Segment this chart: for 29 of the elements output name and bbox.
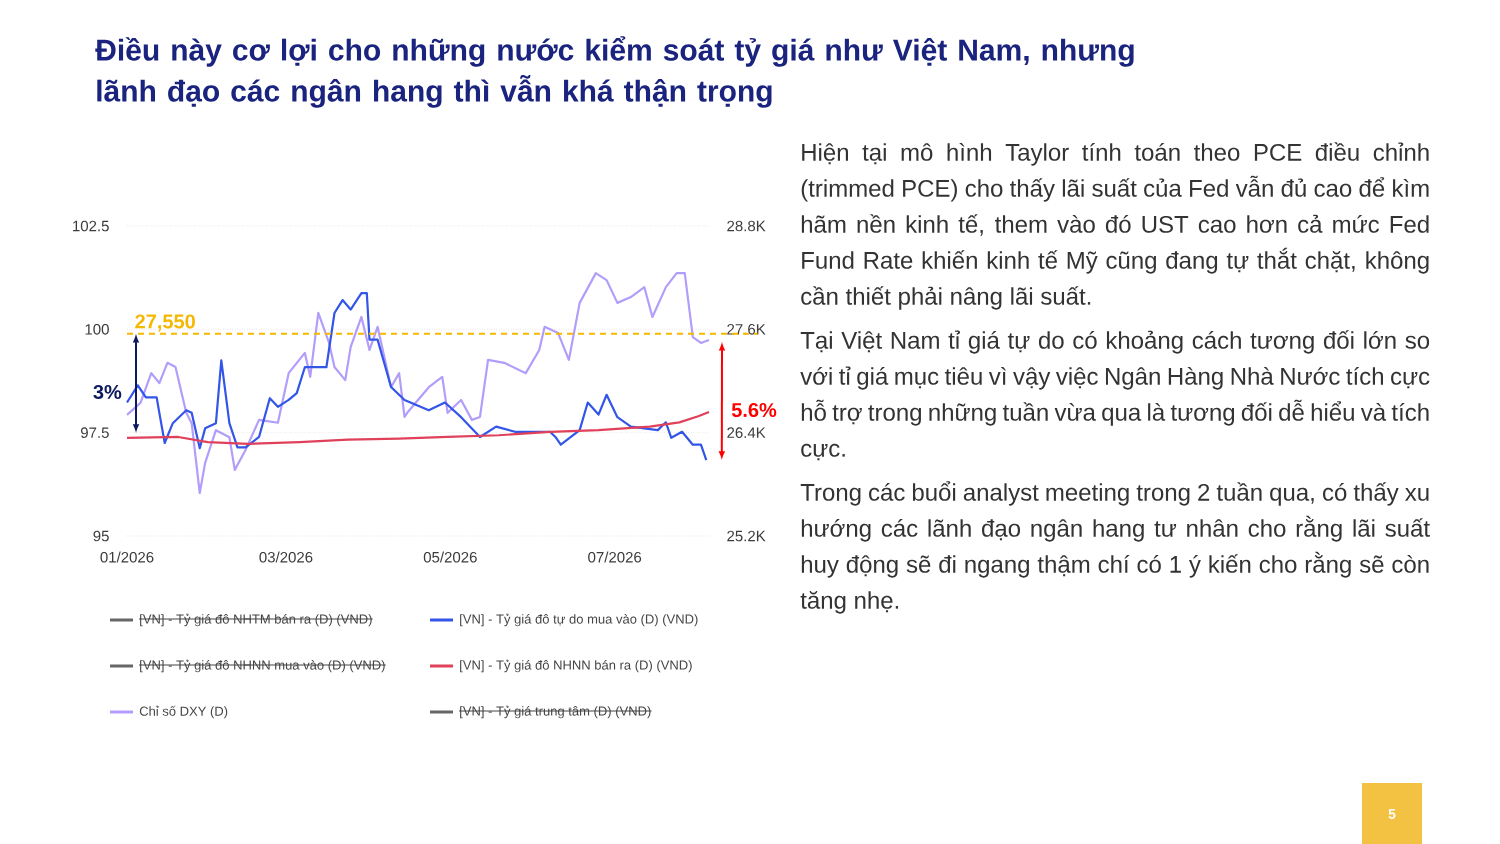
legend-label: [VN] - Tỷ giá đô NHTM bán ra (D) (VND): [140, 613, 372, 627]
legend-label: [VN] - Tỷ giá đô NHNN mua vào (D) (VND): [140, 659, 385, 673]
legend-label: [VN] - Tỷ giá đô NHNN bán ra (D) (VND): [460, 659, 692, 673]
y2-tick-label: 27.6K: [727, 324, 766, 335]
y-tick-label: 95: [93, 530, 109, 542]
text: Trong các buổi analyst meeting trong 2 tuần qua, có thấy xu hướng các lãnh đạo ngân hang tư nhân cho rằng lãi suất huy động sẽ đi ngang thậm chí có 1 ý kiến cho rằng sẽ còn tăng nhẹ.: [800, 481, 1430, 614]
line-series: [125, 292, 708, 462]
x-tick-label: 05/2026: [423, 551, 477, 563]
y-tick-label: 102.5: [73, 220, 109, 232]
legend-label: Chỉ số DXY (D): [139, 705, 228, 719]
y2-tick-label: 28.8K: [727, 220, 766, 232]
line-series: [125, 410, 711, 445]
x-tick-label: 07/2026: [588, 551, 642, 563]
legend-label: [VN] - Tỷ giá trung tâm (D) (VND): [460, 705, 651, 719]
y2-tick-label: 26.4K: [727, 427, 766, 438]
y2-tick-label: 25.2K: [727, 530, 766, 542]
line-series: [125, 272, 711, 495]
x-tick-label: 01/2026: [100, 551, 154, 563]
y-tick-label: 97.5: [80, 427, 109, 438]
text: 3%: [93, 384, 122, 400]
text: 5: [1388, 809, 1396, 819]
text: Tại Việt Nam tỉ giá tự do có khoảng cách tương đối lớn so với tỉ giá mục tiêu vì vậy việc Ngân Hàng Nhà Nước tích cực hỗ trợ trong những tuần vừa qua là tương đối dễ hiểu và tích cực.: [800, 330, 1430, 461]
text: Hiện tại mô hình Taylor tính toán theo PCE điều chỉnh (trimmed PCE) cho thấy lãi suất của Fed vẫn đủ cao để kìm hãm nền kinh tế, them vào đó UST cao hơn cả mức Fed Fund Rate khiến kinh tế Mỹ cũng đang tự thắt chặt, không cần thiết phải nâng lãi suất.: [801, 142, 1429, 310]
text: 5.6%: [731, 402, 777, 418]
legend-label: [VN] - Tỷ giá đô tự do mua vào (D) (VND): [460, 613, 698, 627]
y-tick-label: 100: [85, 324, 109, 335]
ref-line-label: 27,550: [135, 314, 195, 332]
chart-title: Điều này cơ lợi cho những nước kiểm soát tỷ giá như Việt Nam, nhưng lãnh đạo các ngân hang thì vẫn khá thận trọng: [95, 36, 1134, 108]
x-tick-label: 03/2026: [259, 551, 313, 563]
